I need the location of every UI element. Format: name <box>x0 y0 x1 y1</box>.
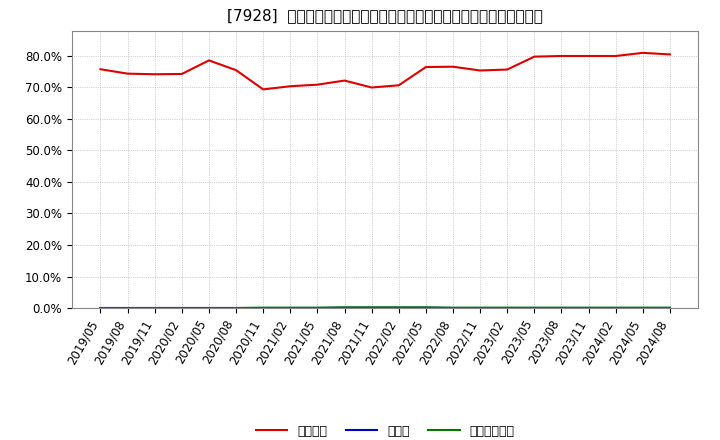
自己資本 <box>611 53 620 59</box>
繰延税金資産 <box>449 305 457 310</box>
自己資本 <box>286 84 294 89</box>
のれん <box>639 305 647 311</box>
のれん <box>178 305 186 311</box>
のれん <box>204 305 213 311</box>
自己資本 <box>530 54 539 59</box>
繰延税金資産 <box>395 305 403 310</box>
自己資本 <box>395 83 403 88</box>
繰延税金資産 <box>639 305 647 310</box>
のれん <box>421 305 430 310</box>
繰延税金資産 <box>421 305 430 310</box>
繰延税金資産 <box>584 305 593 310</box>
のれん <box>259 305 268 311</box>
のれん <box>367 305 376 310</box>
Line: 自己資本: 自己資本 <box>101 53 670 89</box>
のれん <box>395 305 403 310</box>
のれん <box>96 305 105 311</box>
自己資本 <box>204 58 213 63</box>
繰延税金資産 <box>476 305 485 310</box>
のれん <box>503 305 511 311</box>
自己資本 <box>313 82 322 87</box>
のれん <box>530 305 539 311</box>
繰延税金資産 <box>286 305 294 310</box>
繰延税金資産 <box>150 305 159 311</box>
自己資本 <box>178 71 186 77</box>
繰延税金資産 <box>259 305 268 310</box>
繰延税金資産 <box>204 305 213 311</box>
自己資本 <box>476 68 485 73</box>
繰延税金資産 <box>313 305 322 310</box>
のれん <box>341 305 349 310</box>
自己資本 <box>341 78 349 83</box>
のれん <box>123 305 132 311</box>
のれん <box>449 305 457 311</box>
繰延税金資産 <box>665 305 674 310</box>
繰延税金資産 <box>232 305 240 311</box>
自己資本 <box>449 64 457 70</box>
繰延税金資産 <box>123 305 132 311</box>
自己資本 <box>665 52 674 57</box>
のれん <box>584 305 593 311</box>
自己資本 <box>259 87 268 92</box>
自己資本 <box>123 71 132 76</box>
自己資本 <box>96 66 105 72</box>
のれん <box>665 305 674 311</box>
自己資本 <box>367 85 376 90</box>
のれん <box>313 305 322 311</box>
自己資本 <box>150 72 159 77</box>
自己資本 <box>232 67 240 73</box>
自己資本 <box>421 64 430 70</box>
繰延税金資産 <box>503 305 511 310</box>
繰延税金資産 <box>530 305 539 310</box>
Title: [7928]  自己資本、のれん、繰延税金資産の総資産に対する比率の推移: [7928] 自己資本、のれん、繰延税金資産の総資産に対する比率の推移 <box>228 7 543 23</box>
のれん <box>557 305 566 311</box>
自己資本 <box>557 53 566 59</box>
自己資本 <box>639 50 647 55</box>
のれん <box>286 305 294 311</box>
のれん <box>476 305 485 311</box>
のれん <box>232 305 240 311</box>
繰延税金資産 <box>611 305 620 310</box>
繰延税金資産 <box>178 305 186 311</box>
繰延税金資産 <box>341 305 349 310</box>
Legend: 自己資本, のれん, 繰延税金資産: 自己資本, のれん, 繰延税金資産 <box>251 420 520 440</box>
自己資本 <box>503 67 511 72</box>
繰延税金資産 <box>557 305 566 310</box>
のれん <box>611 305 620 311</box>
繰延税金資産 <box>367 305 376 310</box>
のれん <box>150 305 159 311</box>
自己資本 <box>584 53 593 59</box>
繰延税金資産 <box>96 305 105 311</box>
